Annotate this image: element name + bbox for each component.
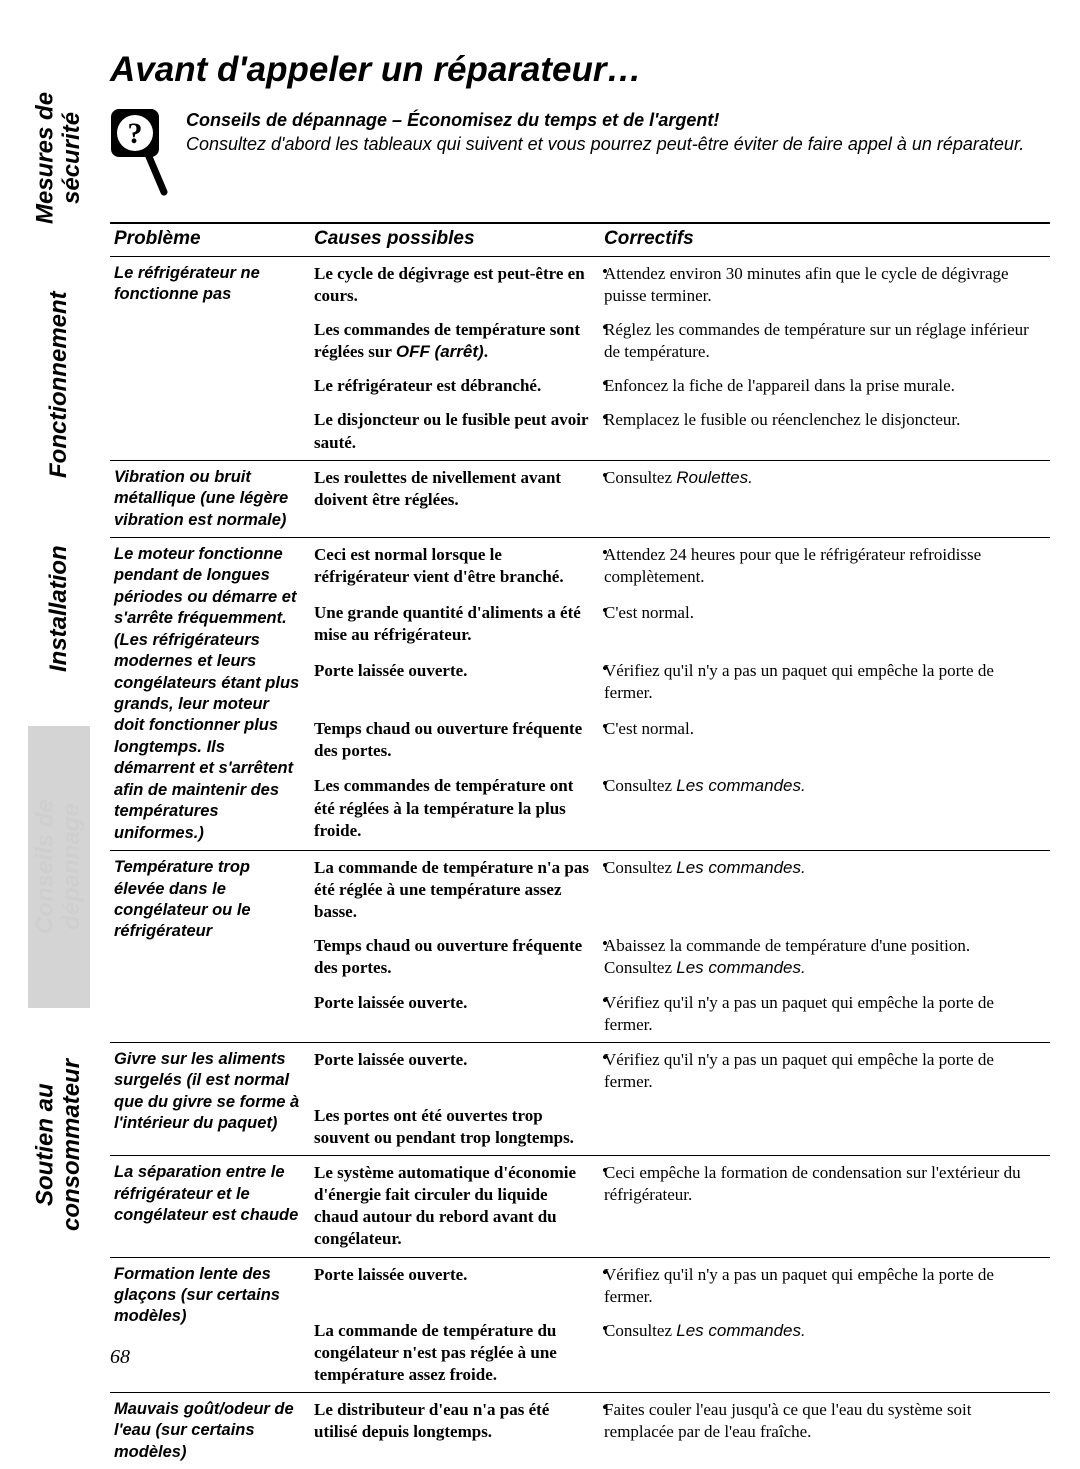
tab-safety: Mesures de sécurité [28,50,90,265]
correctif-cell: Attendez environ 30 minutes afin que le … [600,257,1050,314]
correctif-cell: Ceci empêche la formation de condensatio… [600,1156,1050,1257]
correctif-cell: C'est normal. [600,712,1050,770]
problem-cell: Le réfrigérateur ne fonctionne pas [110,257,310,461]
cause-cell: Le système automatique d'économie d'éner… [310,1156,600,1257]
correctif-cell: C'est normal. [600,596,1050,654]
correctif-cell: Abaissez la commande de température d'un… [600,929,1050,985]
correctif-cell: Vérifiez qu'il n'y a pas un paquet qui e… [600,1257,1050,1314]
intro-block: ? Conseils de dépannage – Économisez du … [110,108,1050,198]
cause-cell: Les commandes de température sont réglée… [310,313,600,369]
correctif-cell [600,1099,1050,1156]
correctif-cell: Remplacez le fusible ou réenclenchez le … [600,403,1050,460]
magnifier-icon: ? [110,108,168,198]
correctif-cell: Vérifiez qu'il n'y a pas un paquet qui e… [600,986,1050,1043]
cause-cell: Le cycle de dégivrage est peut-être en c… [310,257,600,314]
th-causes: Causes possibles [310,223,600,257]
correctif-cell: Consultez Roulettes. [600,460,1050,537]
problem-cell: Givre sur les aliments surgelés (il est … [110,1042,310,1155]
correctif-cell: Consultez Les commandes. [600,769,1050,850]
th-problem: Problème [110,223,310,257]
cause-cell: Ceci est normal lorsque le réfrigérateur… [310,537,600,595]
cause-cell: Temps chaud ou ouverture fréquente des p… [310,712,600,770]
intro-bold: Conseils de dépannage – Économisez du te… [186,110,719,130]
cause-cell: La commande de température n'a pas été r… [310,851,600,930]
tab-troubleshooting: Conseils de dépannage [28,726,90,1008]
svg-text:?: ? [128,117,143,150]
troubleshoot-table: Problème Causes possibles Correctifs Le … [110,222,1050,1469]
problem-cell: La séparation entre le réfrigérateur et … [110,1156,310,1257]
cause-cell: Le distributeur d'eau n'a pas été utilis… [310,1392,600,1469]
problem-cell: Mauvais goût/odeur de l'eau (sur certain… [110,1392,310,1469]
cause-cell: Temps chaud ou ouverture fréquente des p… [310,929,600,985]
problem-cell: Température trop élevée dans le congélat… [110,851,310,1043]
cause-cell: Porte laissée ouverte. [310,986,600,1043]
cause-cell: Le disjoncteur ou le fusible peut avoir … [310,403,600,460]
cause-cell: Les commandes de température ont été rég… [310,769,600,850]
cause-cell: La commande de température du congélateu… [310,1314,600,1393]
correctif-cell: Attendez 24 heures pour que le réfrigéra… [600,537,1050,595]
page-title: Avant d'appeler un réparateur… [110,50,1050,90]
cause-cell: Les portes ont été ouvertes trop souvent… [310,1099,600,1156]
side-tabs: Mesures de sécurité Fonctionnement Insta… [28,50,90,1310]
correctif-cell: Enfoncez la fiche de l'appareil dans la … [600,369,1050,403]
cause-cell: Une grande quantité d'aliments a été mis… [310,596,600,654]
problem-cell: Formation lente des glaçons (sur certain… [110,1257,310,1392]
cause-cell: Les roulettes de nivellement avant doive… [310,460,600,537]
correctif-cell: Consultez Les commandes. [600,851,1050,930]
problem-cell: Vibration ou bruit métallique (une légèr… [110,460,310,537]
cause-cell: Porte laissée ouverte. [310,654,600,712]
correctif-cell: Réglez les commandes de température sur … [600,313,1050,369]
correctif-cell: Faites couler l'eau jusqu'à ce que l'eau… [600,1392,1050,1469]
correctif-cell: Vérifiez qu'il n'y a pas un paquet qui e… [600,654,1050,712]
tab-support: Soutien au consommateur [28,1020,90,1270]
tab-installation: Installation [28,504,90,714]
correctif-cell: Consultez Les commandes. [600,1314,1050,1393]
intro-text: Conseils de dépannage – Économisez du te… [186,108,1024,157]
cause-cell: Porte laissée ouverte. [310,1042,600,1099]
cause-cell: Porte laissée ouverte. [310,1257,600,1314]
cause-cell: Le réfrigérateur est débranché. [310,369,600,403]
tab-operation: Fonctionnement [28,277,90,492]
intro-rest: Consultez d'abord les tableaux qui suive… [186,134,1024,154]
correctif-cell: Vérifiez qu'il n'y a pas un paquet qui e… [600,1042,1050,1099]
problem-cell: Le moteur fonctionne pendant de longues … [110,537,310,850]
page-number: 68 [110,1346,130,1369]
th-correctifs: Correctifs [600,223,1050,257]
